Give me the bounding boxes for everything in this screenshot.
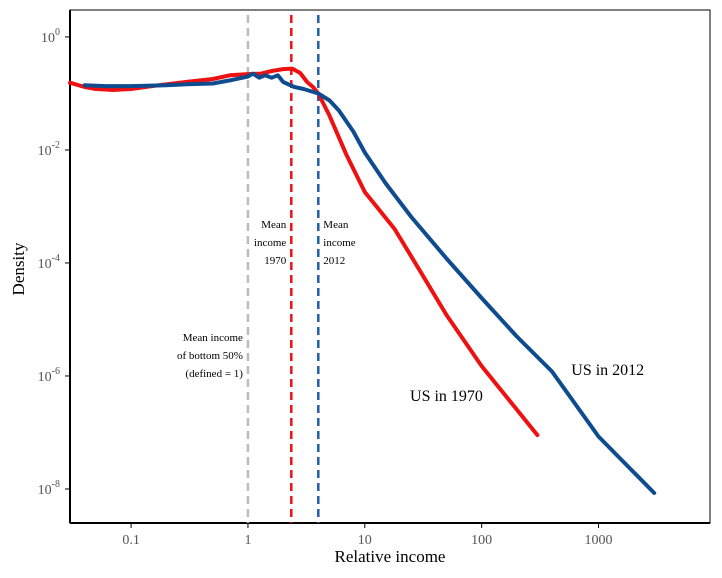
x-tick-label: 0.1 bbox=[122, 533, 140, 548]
reference-line-label: Mean income 1970 bbox=[254, 219, 287, 267]
y-tick-label: 10-6 bbox=[38, 366, 60, 385]
series-label: US in 2012 bbox=[571, 362, 644, 379]
x-axis-title: Relative income bbox=[335, 547, 446, 566]
x-tick-label: 100 bbox=[471, 533, 492, 548]
reference-line-label: Mean income of bottom 50% (defined = 1) bbox=[177, 332, 243, 380]
axes: 0.1 1 10 100 1000 100 10-2 10-4 10-6 10-8 bbox=[38, 27, 613, 548]
plot-area bbox=[69, 9, 711, 524]
series-label: US in 1970 bbox=[410, 388, 483, 405]
series-line bbox=[82, 71, 657, 495]
y-axis-title: Density bbox=[9, 242, 28, 295]
y-tick-label: 10-4 bbox=[38, 253, 60, 272]
x-tick-label: 10 bbox=[358, 533, 372, 548]
reference-line-label: Mean income 2012 bbox=[323, 219, 355, 267]
series-lines bbox=[68, 66, 657, 495]
x-tick-label: 1000 bbox=[584, 533, 612, 548]
y-tick-label: 10-8 bbox=[38, 479, 60, 498]
y-tick-label: 100 bbox=[41, 27, 60, 46]
x-tick-label: 1 bbox=[244, 533, 251, 548]
reference-lines bbox=[246, 15, 320, 523]
series-line bbox=[68, 66, 540, 438]
annotations: Mean income of bottom 50% (defined = 1) Mea… bbox=[177, 219, 644, 405]
y-tick-label: 10-2 bbox=[38, 140, 60, 159]
